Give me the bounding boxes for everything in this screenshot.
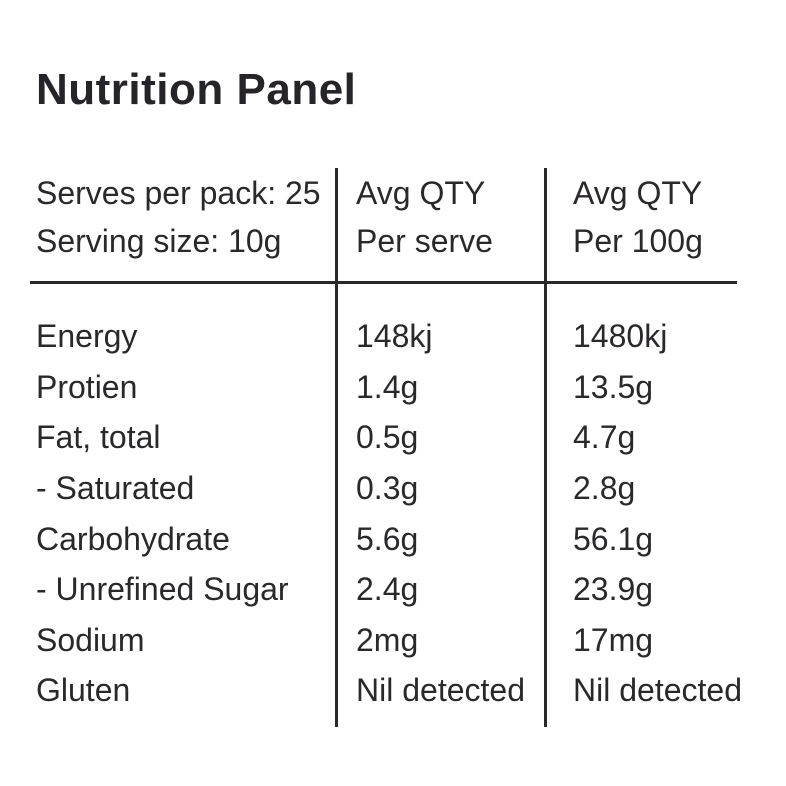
- page-title: Nutrition Panel: [36, 65, 357, 114]
- serves-per-pack-text: Serves per pack: 25: [36, 175, 321, 211]
- row-label: - Unrefined Sugar: [36, 571, 289, 608]
- header-divider: [30, 281, 737, 284]
- row-per-serve-value: Nil detected: [356, 672, 525, 709]
- nutrition-table: Serves per pack: 25 Serving size: 10g Av…: [30, 168, 786, 727]
- row-per-100g-value: 2.8g: [573, 469, 636, 506]
- table-row-unrefined-sugar: - Unrefined Sugar 2.4g 23.9g: [30, 564, 786, 615]
- table-row-carbohydrate: Carbohydrate 5.6g 56.1g: [30, 514, 786, 565]
- row-per-serve-value: 2.4g: [356, 571, 419, 608]
- avg-qty-per-100g-line1: Avg QTY: [573, 175, 703, 211]
- avg-qty-per-100g-line2: Per 100g: [573, 223, 703, 259]
- column-divider-1: [335, 168, 338, 727]
- table-row-energy: Energy 148kj 1480kj: [30, 311, 786, 362]
- avg-qty-per-serve-line2: Per serve: [356, 223, 493, 259]
- column-divider-2: [544, 168, 547, 727]
- row-label: Fat, total: [36, 419, 161, 456]
- row-per-serve-value: 2mg: [356, 621, 419, 658]
- row-label: Energy: [36, 318, 138, 354]
- row-per-serve-value: 148kj: [356, 318, 433, 354]
- table-row-sodium: Sodium 2mg 17mg: [30, 615, 786, 666]
- row-per-serve-value: 5.6g: [356, 520, 419, 557]
- avg-qty-per-serve-line1: Avg QTY: [356, 175, 486, 211]
- row-per-100g-value: 17mg: [573, 621, 654, 658]
- row-per-100g-value: 13.5g: [573, 368, 654, 405]
- row-per-100g-value: 4.7g: [573, 419, 636, 456]
- row-label: Sodium: [36, 621, 145, 658]
- row-label: Protien: [36, 368, 138, 405]
- row-per-serve-value: 1.4g: [356, 368, 419, 405]
- table-row-gluten: Gluten Nil detected Nil detected: [30, 665, 786, 716]
- row-label: Carbohydrate: [36, 520, 230, 557]
- table-body: Energy 148kj 1480kj Protien 1.4g 13.5g F…: [30, 311, 786, 716]
- row-label: - Saturated: [36, 469, 195, 506]
- header-per-100g: Avg QTY Per 100g: [573, 169, 703, 265]
- serving-size-text: Serving size: 10g: [36, 223, 282, 259]
- row-per-100g-value: 56.1g: [573, 520, 654, 557]
- row-per-serve-value: 0.5g: [356, 419, 419, 456]
- row-per-100g-value: Nil detected: [573, 672, 742, 709]
- header-per-serve: Avg QTY Per serve: [356, 169, 493, 265]
- header-pack-info: Serves per pack: 25 Serving size: 10g: [36, 169, 321, 265]
- table-row-fat-total: Fat, total 0.5g 4.7g: [30, 412, 786, 463]
- table-row-saturated: - Saturated 0.3g 2.8g: [30, 463, 786, 514]
- row-label: Gluten: [36, 672, 131, 709]
- row-per-100g-value: 23.9g: [573, 571, 654, 608]
- table-row-protien: Protien 1.4g 13.5g: [30, 362, 786, 413]
- row-per-100g-value: 1480kj: [573, 318, 668, 354]
- row-per-serve-value: 0.3g: [356, 469, 419, 506]
